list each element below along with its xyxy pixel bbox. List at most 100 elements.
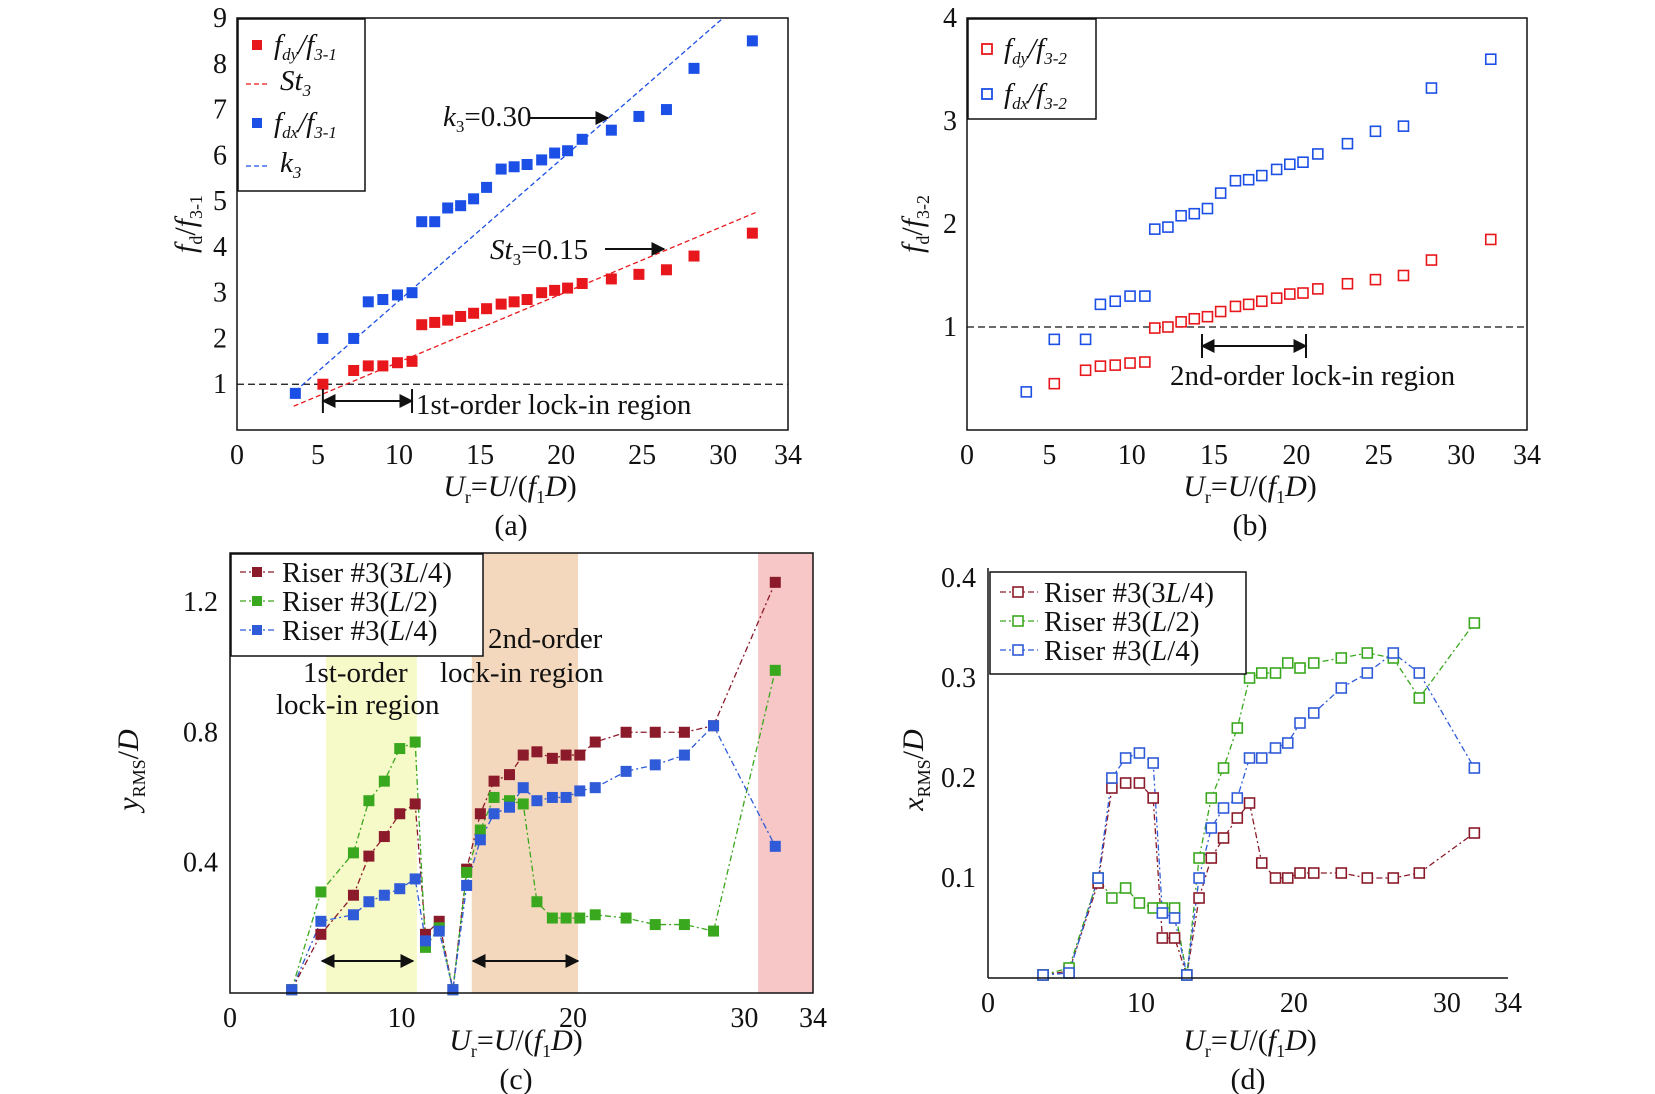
data-point-fdy bbox=[1256, 295, 1268, 308]
data-point-fdx bbox=[1139, 290, 1151, 302]
data-point-3l4 bbox=[1133, 777, 1146, 789]
legend-marker-3l4 bbox=[1012, 586, 1024, 598]
legend-fdx: fdx/f3-1 bbox=[274, 107, 337, 142]
data-point-l4 bbox=[620, 765, 632, 777]
data-point-l4 bbox=[1106, 772, 1118, 784]
data-point-fdx bbox=[1048, 333, 1061, 346]
data-point-3l4 bbox=[474, 808, 486, 820]
data-point-fdy bbox=[1369, 273, 1382, 286]
data-point-l2 bbox=[620, 912, 632, 924]
data-point-3l4 bbox=[1231, 812, 1244, 824]
data-point-3l4 bbox=[1106, 782, 1118, 794]
data-point-fdx bbox=[348, 332, 360, 344]
data-point-fdy bbox=[1109, 359, 1122, 371]
data-point-fdx bbox=[429, 216, 441, 228]
data-point-3l4 bbox=[488, 775, 500, 787]
y-tick-label: 0.1 bbox=[941, 863, 976, 894]
y-axis-label: xRMS/D bbox=[897, 729, 934, 812]
data-point-fdx bbox=[1229, 174, 1242, 187]
data-point-fdx bbox=[633, 110, 645, 122]
legend-marker-fdy bbox=[981, 43, 993, 55]
y-tick-label: 1 bbox=[943, 312, 957, 343]
data-point-3l4 bbox=[1335, 867, 1348, 879]
x-tick-label: 30 bbox=[709, 440, 737, 471]
data-point-fdy bbox=[1162, 321, 1174, 333]
data-point-fdx bbox=[1284, 158, 1296, 171]
data-point-l4 bbox=[1243, 752, 1256, 764]
data-point-3l4 bbox=[363, 850, 375, 862]
y-tick-label: 4 bbox=[943, 3, 957, 34]
data-point-3l4 bbox=[560, 749, 572, 761]
data-point-fdx bbox=[317, 332, 329, 344]
data-point-fdy bbox=[1341, 277, 1354, 290]
data-point-l4 bbox=[769, 840, 781, 852]
data-point-fdy bbox=[495, 298, 507, 310]
data-point-3l4 bbox=[315, 928, 327, 940]
data-point-fdx bbox=[1369, 125, 1382, 138]
shaded-band bbox=[758, 553, 813, 993]
data-point-l2 bbox=[409, 736, 421, 748]
legend-marker-fdx bbox=[981, 88, 993, 100]
panel-caption: (b) bbox=[1233, 509, 1268, 542]
y-tick-label: 3 bbox=[213, 278, 227, 309]
data-point-fdx bbox=[416, 216, 428, 228]
data-point-fdy bbox=[362, 360, 374, 372]
data-point-fdx bbox=[1397, 120, 1410, 132]
data-point-fdx bbox=[1242, 173, 1255, 186]
data-point-fdx bbox=[481, 181, 493, 193]
data-point-3l4 bbox=[531, 746, 543, 758]
data-point-fdx bbox=[1148, 223, 1161, 235]
data-point-3l4 bbox=[769, 576, 781, 588]
data-point-l2 bbox=[1133, 897, 1146, 909]
data-point-l2 bbox=[474, 824, 486, 836]
x-tick-label: 20 bbox=[1280, 988, 1308, 1019]
legend-marker-l4 bbox=[1012, 644, 1024, 656]
data-point-fdy bbox=[521, 294, 533, 306]
data-point-l4 bbox=[589, 782, 601, 794]
data-point-l2 bbox=[769, 664, 781, 676]
data-point-l4 bbox=[574, 785, 586, 797]
data-point-fdy bbox=[429, 316, 441, 328]
data-point-l4 bbox=[1413, 667, 1426, 679]
data-point-l4 bbox=[560, 791, 572, 803]
x-tick-label: 30 bbox=[1447, 440, 1475, 471]
legend: Riser #3(3L/4) Riser #3(L/2) Riser #3(L/… bbox=[230, 553, 484, 657]
data-point-fdy bbox=[633, 268, 645, 280]
data-point-fdx bbox=[1079, 333, 1092, 346]
data-point-l4 bbox=[649, 759, 661, 771]
data-point-l2 bbox=[315, 886, 327, 898]
data-point-l4 bbox=[363, 896, 375, 908]
data-point-fdy bbox=[746, 227, 758, 239]
data-point-fdx bbox=[1484, 53, 1497, 66]
data-point-l2 bbox=[1294, 662, 1306, 674]
data-point-l2 bbox=[1106, 892, 1118, 904]
data-point-fdy bbox=[1139, 356, 1151, 368]
data-point-fdy bbox=[1270, 292, 1283, 304]
data-point-l4 bbox=[474, 834, 486, 846]
data-point-fdx bbox=[605, 124, 617, 136]
data-point-3l4 bbox=[1168, 932, 1181, 944]
data-point-fdx bbox=[1162, 221, 1174, 233]
y-tick-label: 0.8 bbox=[183, 717, 218, 748]
data-point-l4 bbox=[315, 915, 327, 927]
y-tick-label: 2 bbox=[943, 209, 957, 240]
legend-l4: Riser #3(L/4) bbox=[1044, 635, 1199, 667]
data-point-3l4 bbox=[347, 889, 359, 901]
legend-st: St3 bbox=[280, 65, 311, 100]
data-point-l2 bbox=[1361, 647, 1374, 659]
data-point-l4 bbox=[708, 720, 720, 732]
legend-3l4: Riser #3(3L/4) bbox=[1044, 577, 1214, 609]
data-point-l2 bbox=[1281, 657, 1294, 669]
legend-3l4: Riser #3(3L/4) bbox=[282, 557, 452, 589]
data-point-l4 bbox=[461, 879, 473, 891]
data-point-fdx bbox=[688, 62, 700, 74]
data-point-3l4 bbox=[574, 749, 586, 761]
data-point-l4 bbox=[1361, 667, 1374, 679]
fit-line-k3 bbox=[294, 17, 724, 392]
data-point-3l4 bbox=[1119, 777, 1132, 789]
data-point-fdx bbox=[1297, 156, 1309, 168]
data-point-l4 bbox=[1468, 762, 1481, 774]
data-point-3l4 bbox=[620, 726, 632, 738]
